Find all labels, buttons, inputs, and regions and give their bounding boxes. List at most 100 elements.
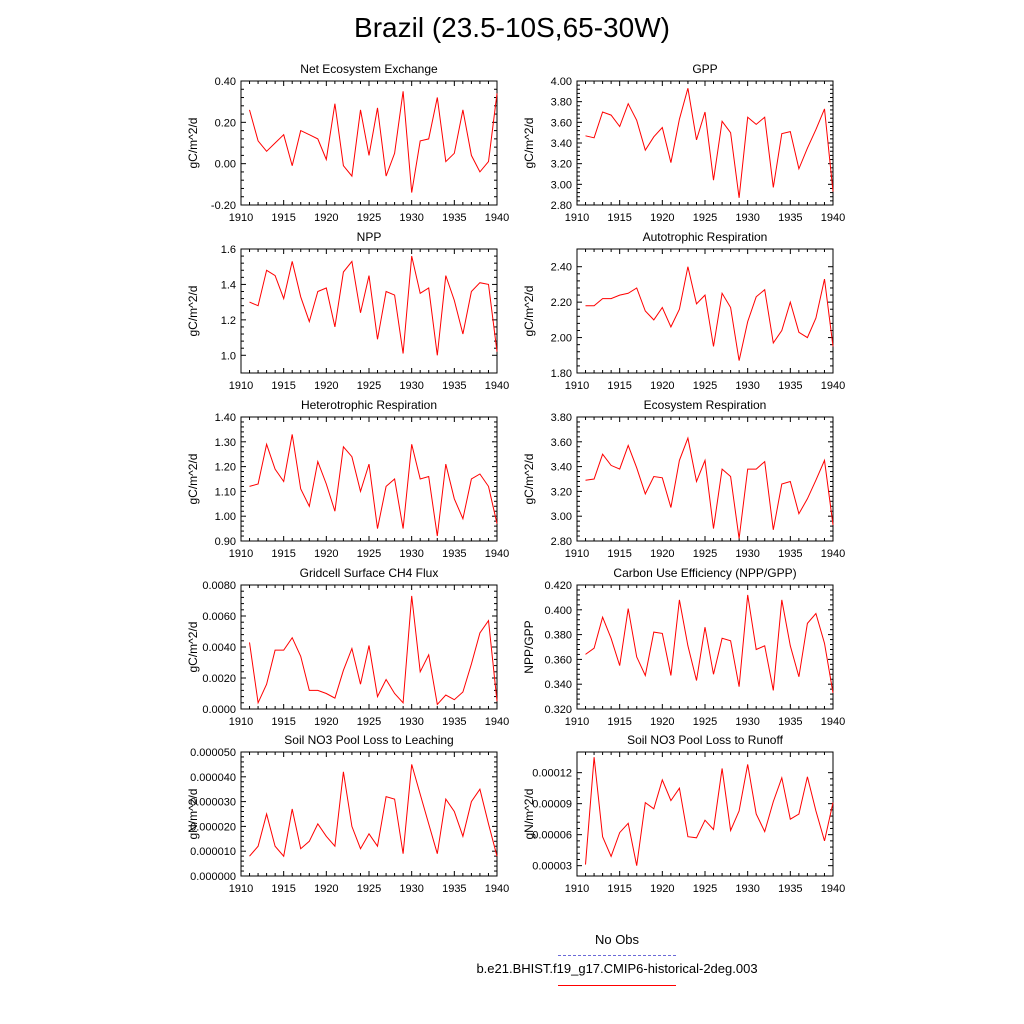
y-tick-label: 3.80 <box>551 412 572 424</box>
x-tick-label: 1915 <box>271 380 295 392</box>
y-tick-label: 1.30 <box>215 437 236 449</box>
y-tick-label: 0.0060 <box>202 611 236 623</box>
y-tick-label: 0.000010 <box>190 846 236 858</box>
y-tick-label: 2.40 <box>551 262 572 274</box>
x-tick-label: 1920 <box>314 548 338 560</box>
x-tick-label: 1910 <box>565 883 589 895</box>
y-tick-label: 2.80 <box>551 200 572 212</box>
panel-title: Autotrophic Respiration <box>643 230 768 244</box>
data-series-line <box>585 594 834 693</box>
x-tick-label: 1930 <box>735 548 759 560</box>
x-tick-label: 1910 <box>565 380 589 392</box>
panel-title: Net Ecosystem Exchange <box>300 62 438 76</box>
data-series-line <box>585 757 834 866</box>
x-tick-label: 1925 <box>357 548 381 560</box>
x-tick-label: 1915 <box>271 716 295 728</box>
y-tick-label: 0.40 <box>215 76 236 88</box>
x-tick-label: 1940 <box>485 548 509 560</box>
y-tick-label: 1.40 <box>215 412 236 424</box>
figure-title: Brazil (23.5-10S,65-30W) <box>354 12 670 43</box>
panel-title: Ecosystem Respiration <box>644 398 767 412</box>
plot-frame <box>576 248 834 374</box>
chart-panel: Net Ecosystem Exchange gC/m^2/d 1910 1915 19… <box>186 62 509 224</box>
y-tick-label: 3.20 <box>551 159 572 171</box>
x-tick-label: 1935 <box>778 380 802 392</box>
x-tick-label: 1910 <box>229 716 253 728</box>
x-tick-label: 1935 <box>442 883 466 895</box>
x-tick-label: 1915 <box>607 883 631 895</box>
chart-panel: Soil NO3 Pool Loss to Leaching gN/m^2/d 19… <box>186 733 509 895</box>
x-tick-label: 1930 <box>399 548 423 560</box>
x-tick-label: 1930 <box>399 212 423 224</box>
y-tick-label: 1.20 <box>215 462 236 474</box>
x-tick-label: 1935 <box>778 716 802 728</box>
y-tick-label: 0.320 <box>544 704 572 716</box>
y-tick-label: 0.000020 <box>190 821 236 833</box>
y-axis-label: gC/m^2/d <box>186 118 200 169</box>
panel-title: GPP <box>692 62 717 76</box>
x-tick-label: 1915 <box>607 716 631 728</box>
x-tick-label: 1910 <box>229 548 253 560</box>
y-tick-label: 1.10 <box>215 486 236 498</box>
y-tick-label: 0.0080 <box>202 580 236 592</box>
plot-frame <box>240 80 498 206</box>
plot-frame <box>240 248 498 374</box>
y-tick-label: 0.00 <box>215 159 236 171</box>
y-axis-label: gC/m^2/d <box>522 118 536 169</box>
y-tick-label: 2.20 <box>551 297 572 309</box>
x-tick-label: 1910 <box>229 883 253 895</box>
y-tick-label: 1.00 <box>215 511 236 523</box>
y-tick-label: 0.420 <box>544 580 572 592</box>
chart-panel: NPP gC/m^2/d 1910 1915 1920 1925 1930 1935 1940 1… <box>186 230 509 392</box>
chart-panel: GPP gC/m^2/d 1910 1915 1920 1925 1930 1935 1940 2… <box>522 62 845 224</box>
data-series-line <box>585 266 834 361</box>
y-tick-label: 4.00 <box>551 76 572 88</box>
x-tick-label: 1910 <box>565 716 589 728</box>
y-tick-label: 0.20 <box>215 117 236 129</box>
y-tick-label: 0.00012 <box>532 768 572 780</box>
plot-frame <box>576 80 834 206</box>
x-tick-label: 1920 <box>314 883 338 895</box>
y-tick-label: 2.00 <box>551 333 572 345</box>
chart-panel: Carbon Use Efficiency (NPP/GPP) NPP/GPP 19… <box>522 566 845 728</box>
plot-frame <box>576 751 834 877</box>
y-tick-label: 1.0 <box>221 350 236 362</box>
y-tick-label: 0.0000 <box>202 704 236 716</box>
data-series-line <box>249 434 498 537</box>
y-axis-label: gC/m^2/d <box>522 454 536 505</box>
y-tick-label: 0.0040 <box>202 642 236 654</box>
y-tick-label: 0.90 <box>215 536 236 548</box>
y-tick-label: 0.400 <box>544 605 572 617</box>
x-tick-label: 1930 <box>735 212 759 224</box>
panel-title: NPP <box>357 230 382 244</box>
x-tick-label: 1920 <box>650 380 674 392</box>
y-axis-label: gC/m^2/d <box>186 622 200 673</box>
panel-title: Carbon Use Efficiency (NPP/GPP) <box>613 566 796 580</box>
y-tick-label: 0.0020 <box>202 673 236 685</box>
x-tick-label: 1915 <box>271 212 295 224</box>
y-axis-label: gC/m^2/d <box>186 286 200 337</box>
x-tick-label: 1915 <box>607 380 631 392</box>
x-tick-label: 1920 <box>650 212 674 224</box>
panel-title: Gridcell Surface CH4 Flux <box>300 566 439 580</box>
x-tick-label: 1920 <box>650 548 674 560</box>
x-tick-label: 1930 <box>735 380 759 392</box>
x-tick-label: 1940 <box>485 380 509 392</box>
x-tick-label: 1925 <box>357 883 381 895</box>
y-tick-label: 0.380 <box>544 630 572 642</box>
y-tick-label: 3.40 <box>551 462 572 474</box>
chart-panel: Gridcell Surface CH4 Flux gC/m^2/d 1910 191… <box>186 566 509 728</box>
y-tick-label: 3.60 <box>551 117 572 129</box>
y-tick-label: 0.000050 <box>190 747 236 759</box>
y-tick-label: 3.60 <box>551 437 572 449</box>
x-tick-label: 1940 <box>821 380 845 392</box>
x-tick-label: 1910 <box>229 212 253 224</box>
y-axis-label: NPP/GPP <box>522 620 536 673</box>
x-tick-label: 1940 <box>821 548 845 560</box>
x-tick-label: 1935 <box>442 716 466 728</box>
x-tick-label: 1940 <box>821 883 845 895</box>
chart-panel: Heterotrophic Respiration gC/m^2/d 1910 191… <box>186 398 509 560</box>
data-series-line <box>249 764 498 858</box>
y-axis-label: gC/m^2/d <box>522 286 536 337</box>
